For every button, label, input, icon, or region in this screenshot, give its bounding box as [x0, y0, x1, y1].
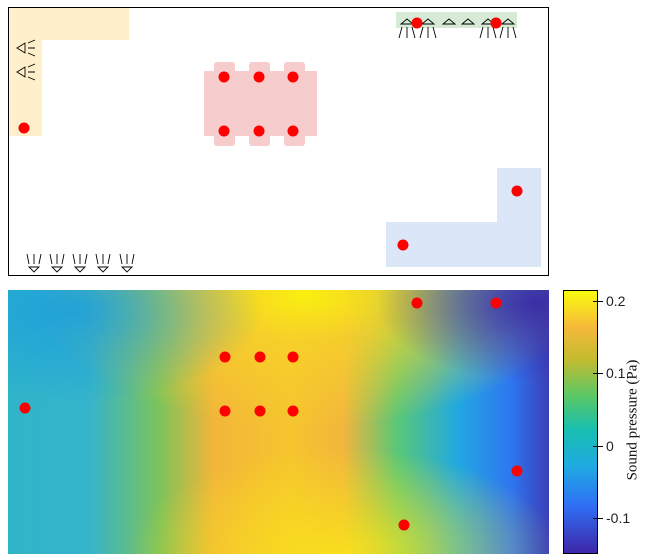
- zone-corner: [386, 168, 541, 267]
- colorbar-tick-label: 0.2: [606, 292, 626, 309]
- colorbar-tick-mark: [598, 517, 603, 519]
- room-layout-svg: [9, 8, 541, 273]
- mic-point: [511, 185, 523, 197]
- colorbar: [563, 290, 598, 554]
- mic-point: [219, 351, 231, 363]
- colorbar-tick-label: -0.1: [606, 509, 631, 526]
- speaker-array-icon: [26, 253, 135, 273]
- mic-point: [490, 297, 502, 309]
- mic-point: [398, 519, 410, 531]
- mic-point: [287, 405, 299, 417]
- colorbar-tick-mark-inner: [593, 445, 598, 447]
- heatmap-measurement-points: [19, 297, 523, 531]
- mic-point: [19, 402, 31, 414]
- colorbar-tick-mark-inner: [593, 373, 598, 375]
- mic-point: [287, 125, 299, 137]
- colorbar-tick-label: 0.1: [606, 365, 626, 382]
- mic-point: [411, 17, 423, 29]
- zone-top-left-vertical: [9, 8, 42, 136]
- mic-point: [490, 17, 502, 29]
- room-layout-panel: [8, 7, 549, 276]
- colorbar-tick-mark: [598, 445, 603, 447]
- mic-point: [218, 71, 230, 83]
- colorbar-tick-mark-inner: [593, 517, 598, 519]
- mic-point: [287, 351, 299, 363]
- mic-point: [254, 405, 266, 417]
- colorbar-tick-label: 0: [606, 437, 614, 454]
- mic-point: [254, 351, 266, 363]
- mic-point: [253, 125, 265, 137]
- mic-point: [253, 71, 265, 83]
- heatmap-svg: [8, 290, 549, 554]
- colorbar-tick-mark: [598, 300, 603, 302]
- mic-point: [411, 297, 423, 309]
- speaker-array-icon: [398, 18, 517, 39]
- mic-point: [18, 122, 30, 134]
- mic-point: [511, 465, 523, 477]
- colorbar-tick-mark: [598, 373, 603, 375]
- mic-point: [287, 71, 299, 83]
- sound-pressure-heatmap: [8, 290, 549, 554]
- colorbar-title: Sound pressure (Pa): [624, 359, 641, 481]
- measurement-points: [18, 17, 523, 251]
- mic-point: [397, 239, 409, 251]
- colorbar-tick-mark-inner: [593, 300, 598, 302]
- mic-point: [218, 125, 230, 137]
- speaker-array-icon: [16, 39, 36, 81]
- mic-point: [219, 405, 231, 417]
